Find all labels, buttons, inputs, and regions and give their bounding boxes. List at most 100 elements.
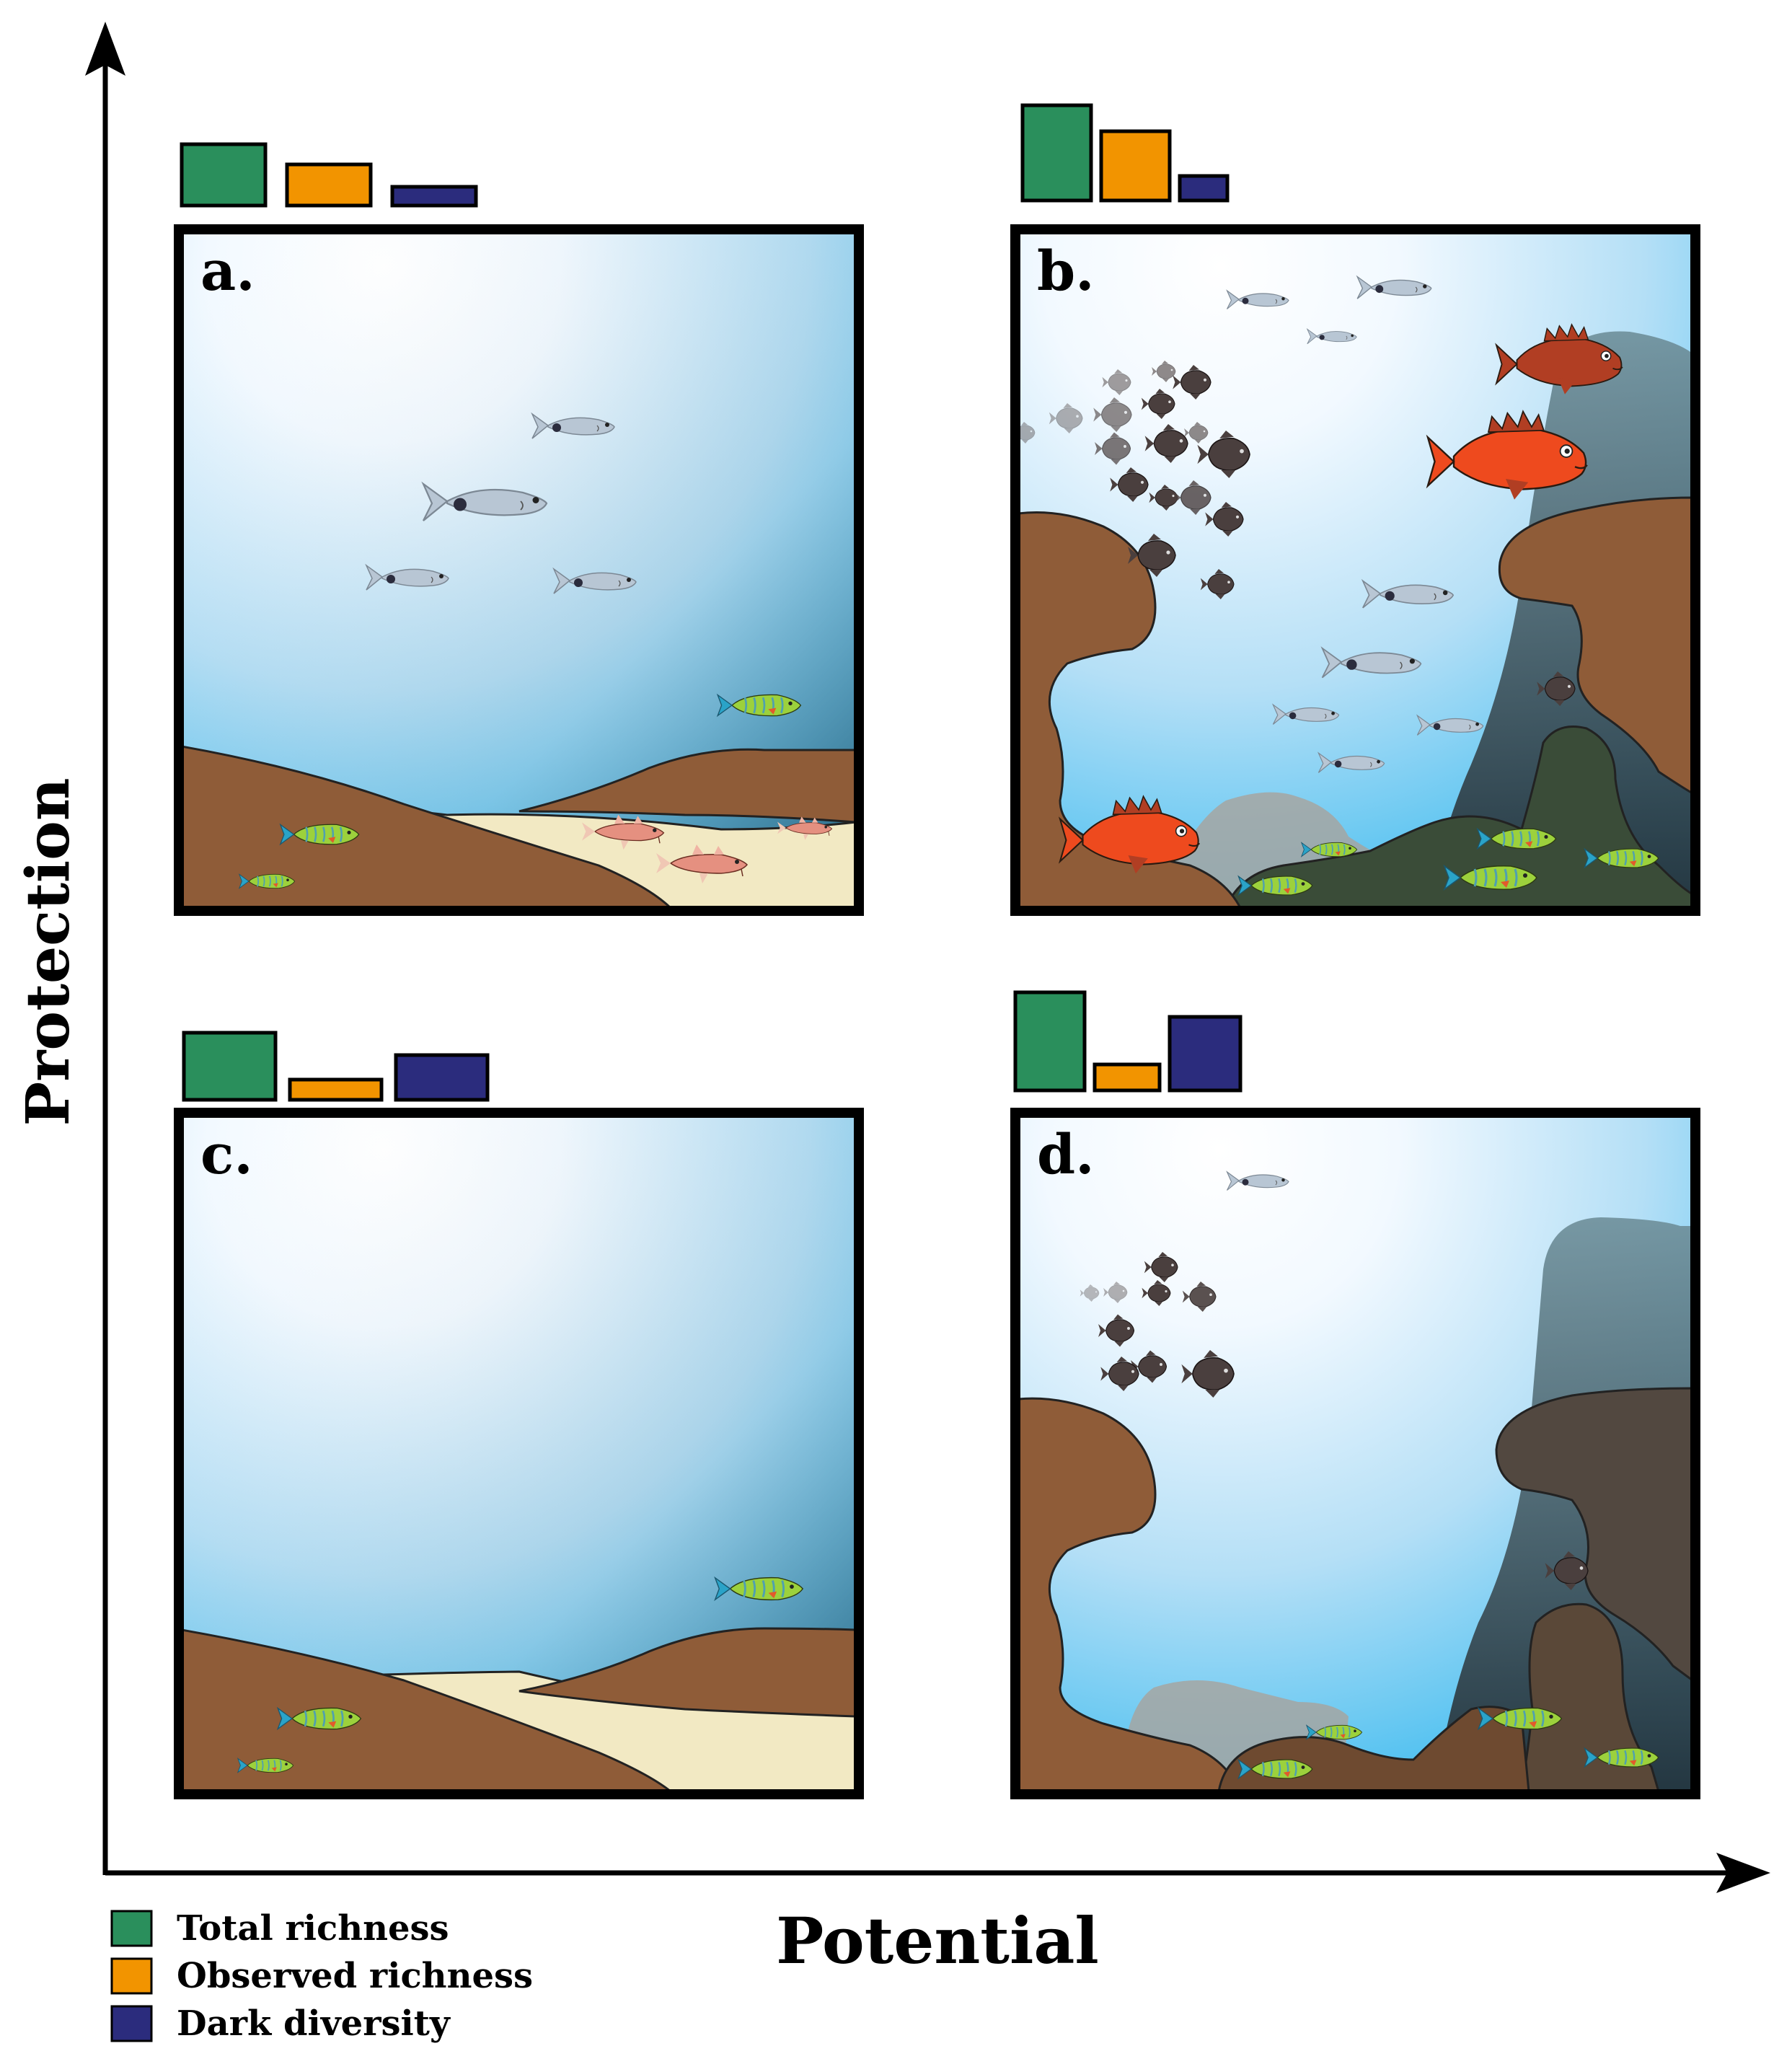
damselfish-icon (1182, 1282, 1217, 1312)
panel-d-dark-overhang (1495, 1387, 1692, 1682)
panel-c-frame (174, 1108, 864, 1799)
damselfish-icon (1144, 424, 1188, 463)
panel-c-bar-dark (394, 1053, 490, 1102)
silver-fish-icon (1317, 751, 1385, 773)
damselfish-icon (1141, 389, 1175, 419)
panel-a-bar-dark (390, 185, 478, 208)
parrotfish-icon (1237, 1758, 1313, 1780)
damselfish-icon (1197, 431, 1250, 478)
silver-fish-icon (421, 481, 548, 521)
panel-c-reef-right (518, 1627, 856, 1718)
damselfish-icon (1093, 397, 1132, 432)
panel-b-bar-total (1020, 103, 1093, 203)
legend-label-total-richness: Total richness (177, 1908, 449, 1949)
parrotfish-icon (1237, 875, 1313, 896)
panel-d-bar-observed (1093, 1062, 1162, 1093)
panel-a: a. (174, 224, 864, 916)
panel-c-fish (237, 1576, 804, 1773)
y-axis-title: Protection (14, 778, 83, 1126)
panel-d-letter: d. (1037, 1122, 1095, 1186)
parrotfish-icon (716, 693, 802, 718)
damselfish-icon (1200, 569, 1235, 599)
panel-b-algae (1224, 726, 1692, 908)
parrotfish-icon (238, 873, 296, 889)
y-axis-arrowhead (85, 22, 125, 76)
panel-c-bar-total (182, 1031, 278, 1102)
silver-fish-icon (1356, 275, 1432, 299)
panel-d-reef-left (1018, 1397, 1242, 1791)
legend-swatch-observed-richness (110, 1957, 153, 1995)
damselfish-icon (1080, 1284, 1100, 1302)
panel-d: d. (1010, 1108, 1700, 1799)
panel-b: b. (1010, 224, 1700, 916)
panel-b-grey-rock (1428, 331, 1692, 908)
parrotfish-icon (1300, 842, 1358, 857)
damselfish-icon (1049, 403, 1083, 433)
panel-d-fish (1080, 1170, 1659, 1780)
damselfish-icon (1545, 1551, 1589, 1590)
silver-fish-icon (1416, 714, 1484, 736)
damselfish-icon (1205, 502, 1244, 537)
silver-fish-icon (1271, 703, 1340, 725)
legend-label-dark-diversity: Dark diversity (177, 2003, 451, 2044)
damselfish-icon (1152, 361, 1176, 382)
parrotfish-icon (1443, 864, 1537, 891)
damselfish-icon (1173, 480, 1211, 515)
panel-d-grey-rock (1435, 1217, 1692, 1791)
goatfish-icon (582, 814, 665, 850)
damselfish-icon (1128, 534, 1176, 577)
axes: Protection Potential (14, 22, 1770, 1978)
grouper-icon (1426, 410, 1588, 500)
parrotfish-icon (1476, 827, 1557, 850)
parrotfish-icon (237, 1758, 294, 1773)
panel-d-bar-total (1013, 990, 1087, 1093)
panel-a-frame (174, 224, 864, 916)
panel-b-reef-right (1498, 496, 1692, 795)
damselfish-icon (1181, 1350, 1235, 1398)
parrotfish-icon (1305, 1724, 1363, 1740)
panel-b-bar-observed (1099, 129, 1172, 203)
x-axis-arrowhead (1716, 1853, 1770, 1893)
legend-swatch-total-richness (110, 1910, 153, 1947)
goatfish-icon (656, 844, 749, 883)
bar-groups (180, 103, 1243, 1102)
panel-a-bar-observed (285, 162, 373, 208)
damselfish-icon (1102, 369, 1131, 395)
damselfish-icon (1110, 467, 1149, 502)
legend: Total richness Observed richness Dark di… (110, 1908, 533, 2044)
damselfish-icon (1173, 365, 1211, 400)
parrotfish-icon (279, 823, 360, 846)
silver-fish-icon (1226, 1170, 1289, 1191)
parrotfish-icon (1584, 847, 1659, 869)
panel-a-reef-left (182, 745, 673, 908)
silver-fish-icon (552, 567, 637, 594)
parrotfish-icon (1477, 1706, 1563, 1731)
panel-a-letter: a. (200, 239, 255, 303)
parrotfish-icon (276, 1706, 362, 1731)
damselfish-icon (1142, 1280, 1171, 1306)
parrotfish-icon (1584, 1747, 1659, 1768)
grouper-icon (1058, 795, 1201, 874)
damselfish-icon (1184, 422, 1209, 444)
panel-b-frame (1010, 224, 1700, 916)
damselfish-icon (1537, 671, 1576, 706)
panel-c-bar-observed (288, 1077, 384, 1102)
panel-c: c. (174, 1108, 864, 1799)
silver-fish-icon (365, 563, 449, 591)
legend-swatch-dark-diversity (110, 2005, 153, 2042)
legend-label-observed-richness: Observed richness (177, 1956, 533, 1996)
panel-c-reef-left (182, 1628, 673, 1791)
x-axis-title: Potential (776, 1903, 1099, 1978)
panel-c-letter: c. (200, 1122, 253, 1186)
damselfish-icon (1103, 1282, 1128, 1303)
silver-fish-icon (1361, 578, 1455, 609)
silver-fish-icon (531, 412, 615, 439)
panel-a-fish (238, 412, 833, 889)
panel-d-bar-dark (1168, 1015, 1243, 1093)
silver-fish-icon (1320, 646, 1422, 679)
damselfish-icon (1098, 1314, 1135, 1347)
panel-a-bar-total (180, 142, 268, 208)
silver-fish-icon (1226, 289, 1289, 309)
panel-b-fish (1018, 275, 1659, 896)
